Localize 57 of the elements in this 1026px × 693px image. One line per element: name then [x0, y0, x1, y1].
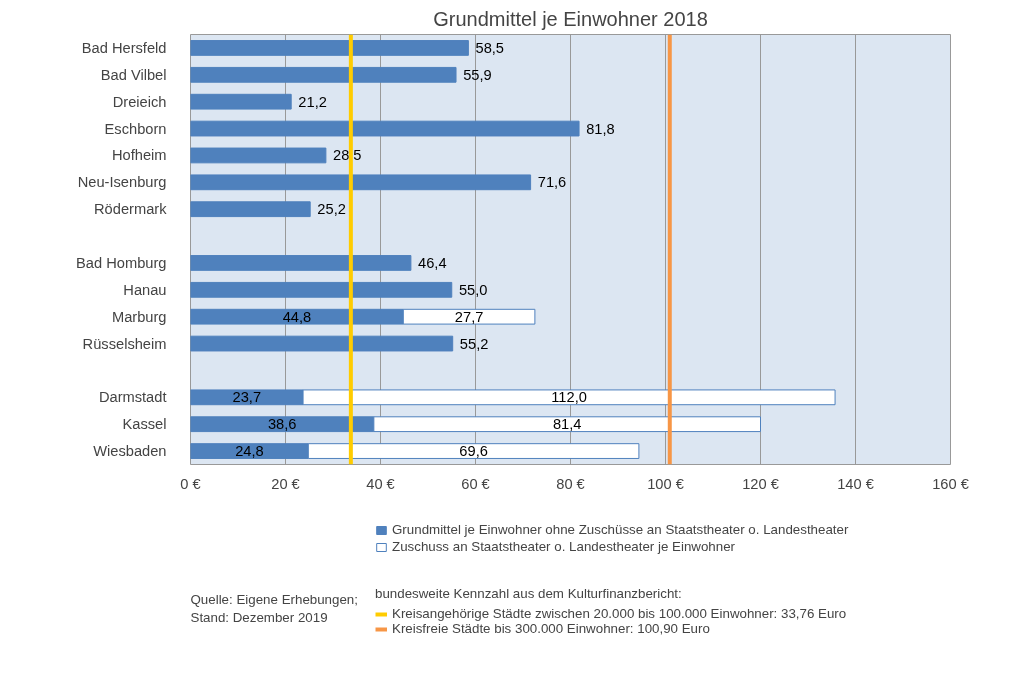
y-tick-label: Hanau: [123, 281, 167, 298]
data-label: 21,2: [298, 93, 327, 110]
data-label: 81,8: [586, 120, 615, 137]
legend-label: Grundmittel je Einwohner ohne Zuschüsse an Staatstheater o. Landestheater: [392, 522, 849, 537]
data-label: 38,6: [267, 416, 297, 433]
y-tick-label: Bad Vilbel: [100, 66, 167, 83]
y-tick-label: Bad Hersfeld: [81, 39, 167, 56]
data-label: 58,5: [475, 39, 505, 56]
data-label: 27,7: [454, 308, 484, 325]
y-tick-label: Eschborn: [104, 120, 167, 137]
data-label: 55,0: [458, 281, 488, 298]
bar: [190, 40, 469, 56]
legend-label: Zuschuss an Staatstheater o. Landestheater je Einwohner: [392, 539, 736, 554]
data-label: 23,7: [232, 389, 262, 406]
source-note: Quelle: Eigene Erhebungen; Stand: Dezember 2019: [190, 591, 358, 625]
data-label: 46,4: [418, 254, 447, 271]
y-tick-label: Marburg: [111, 308, 167, 325]
y-tick-label: Dreieich: [112, 93, 167, 110]
data-label: 55,2: [459, 335, 489, 352]
chart-title: Grundmittel je Einwohner 2018: [433, 7, 708, 30]
x-tick-label: 0 €: [180, 475, 201, 492]
y-tick-label: Darmstadt: [98, 389, 167, 406]
data-label: 81,4: [552, 416, 582, 433]
y-tick-label: Neu-Isenburg: [77, 174, 167, 191]
y-tick-label: Kassel: [122, 416, 167, 433]
x-tick-label: 20 €: [271, 475, 300, 492]
x-tick-label: 40 €: [366, 475, 395, 492]
bar: [190, 335, 454, 352]
x-tick-label: 120 €: [742, 475, 779, 492]
data-label: 112,0: [551, 389, 587, 406]
legend-label: Kreisangehörige Städte zwischen 20.000 bis 100.000 Einwohner: 33,76 Euro: [392, 606, 847, 621]
y-tick-label: Rüsselsheim: [82, 335, 167, 352]
data-label: 24,8: [235, 443, 264, 460]
bar: [190, 147, 327, 164]
data-label: 44,8: [282, 308, 312, 325]
data-label: 25,2: [317, 201, 346, 218]
legend-label: Kreisfreie Städte bis 300.000 Einwohner: 100,90 Euro: [392, 621, 710, 636]
y-tick-label: Hofheim: [111, 147, 167, 164]
x-tick-label: 100 €: [647, 475, 684, 492]
bar: [190, 174, 532, 191]
y-tick-label: Rödermark: [94, 201, 168, 218]
data-label: 55,9: [463, 66, 492, 83]
bar: [190, 120, 580, 137]
x-tick-label: 160 €: [932, 475, 969, 492]
data-label: 71,6: [537, 174, 567, 191]
x-tick-label: 140 €: [837, 475, 874, 492]
x-tick-label: 60 €: [461, 475, 490, 492]
bar: [190, 66, 457, 83]
y-tick-label: Bad Homburg: [76, 254, 167, 271]
bar: [190, 255, 412, 271]
legend-title: bundesweite Kennzahl aus dem Kulturfinanzbericht:: [375, 586, 683, 601]
y-tick-label: Wiesbaden: [93, 443, 167, 460]
bar: [190, 93, 292, 110]
data-label: 69,6: [459, 443, 488, 460]
bar: [190, 201, 311, 218]
x-tick-label: 80 €: [556, 475, 585, 492]
bar: [190, 281, 453, 298]
